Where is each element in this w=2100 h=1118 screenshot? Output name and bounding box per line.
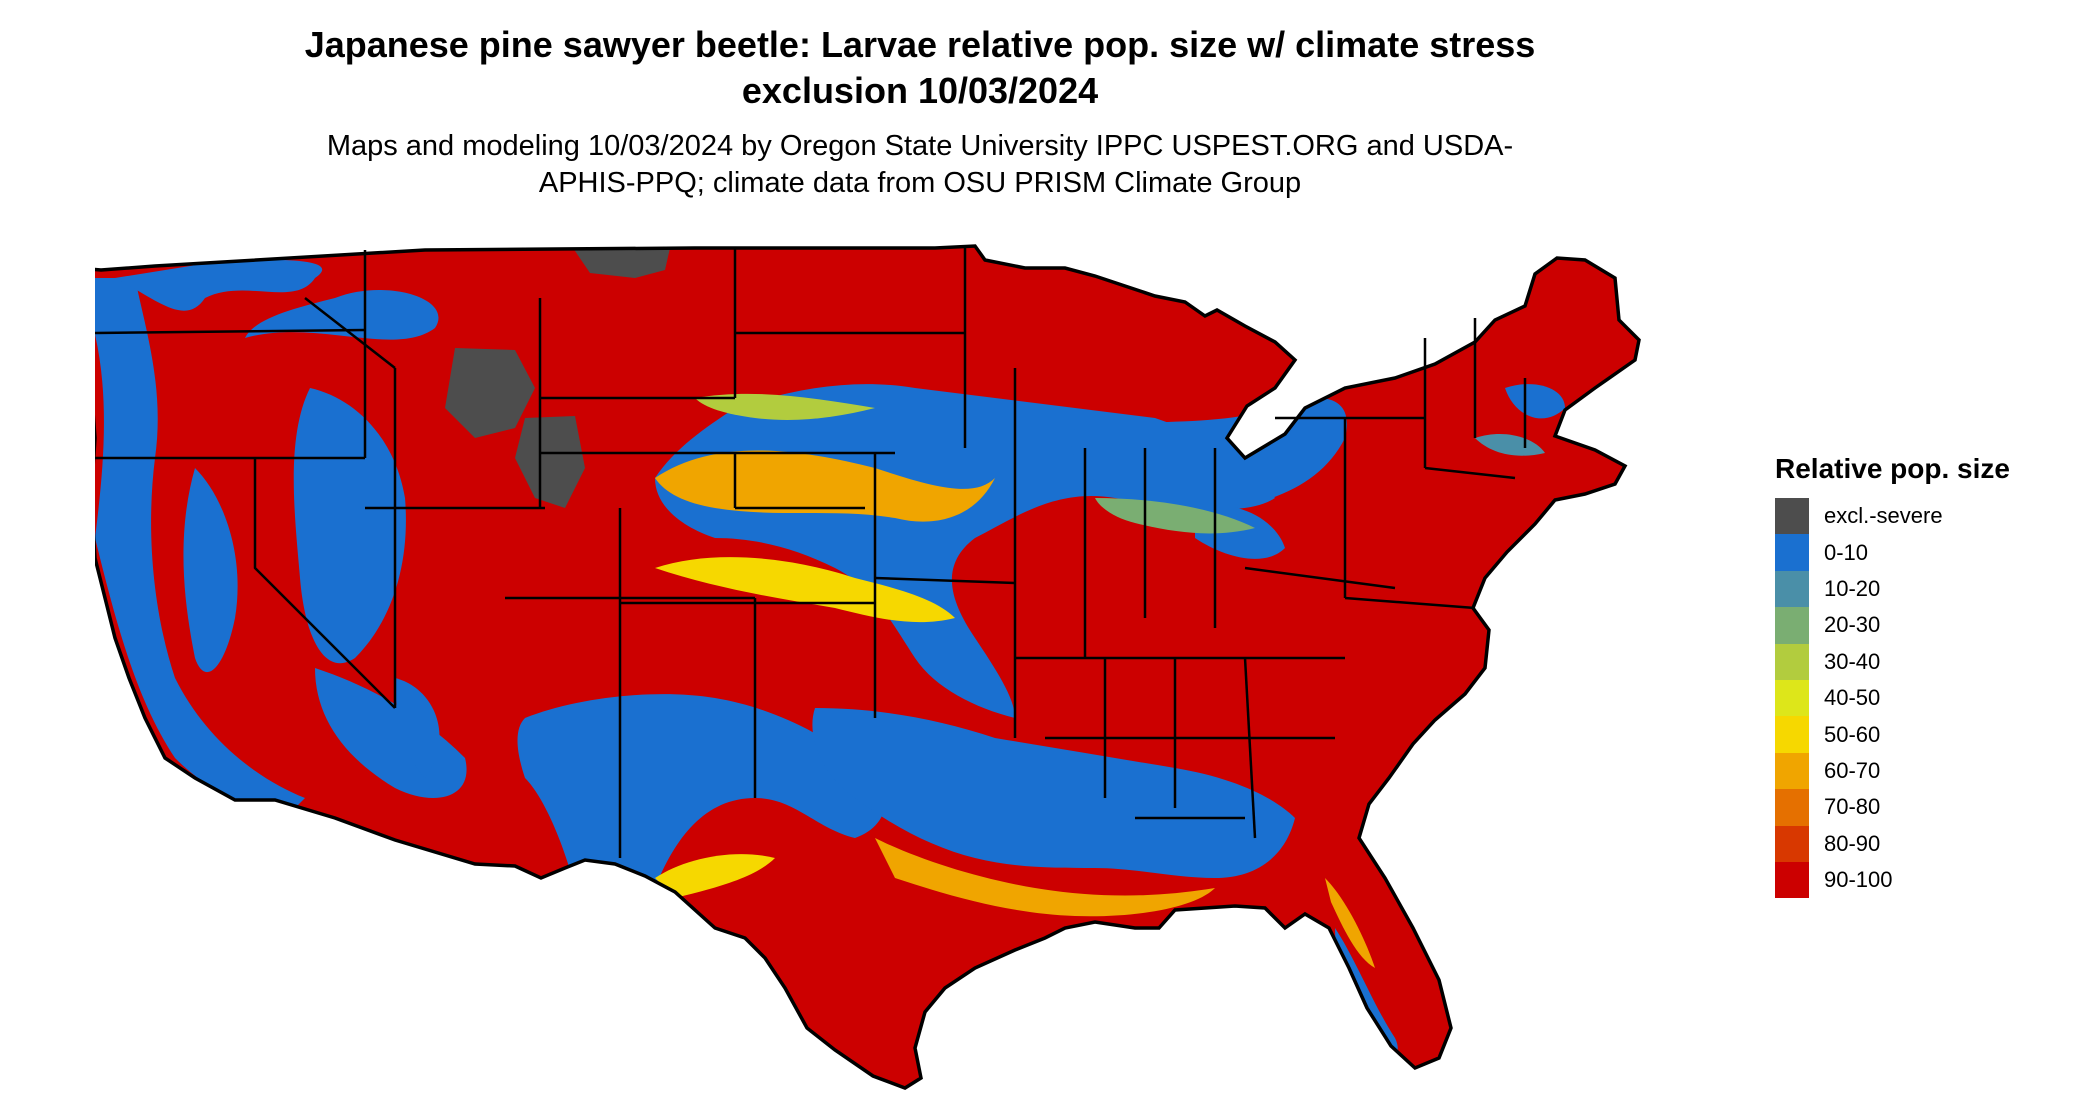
legend-label: 10-20 xyxy=(1824,575,1881,601)
low-pop-northwest xyxy=(115,259,323,311)
mid-pop-band-new-england xyxy=(1475,433,1545,456)
mid-pop-band-florida xyxy=(1325,878,1375,968)
mid-pop-band-kansas xyxy=(655,557,955,623)
excluded-north-dakota xyxy=(573,248,670,278)
legend-item-70-80: 70-80 xyxy=(1775,789,2075,826)
legend-item-excl-severe: excl.-severe xyxy=(1775,498,2075,535)
legend-swatch xyxy=(1775,607,1809,644)
legend-label: 20-30 xyxy=(1824,612,1881,638)
low-pop-florida xyxy=(1335,928,1398,1059)
legend-label: 0-10 xyxy=(1824,539,1869,565)
state-boundaries xyxy=(95,248,1527,858)
excluded-wyoming xyxy=(445,348,535,438)
legend: Relative pop. size excl.-severe 0-10 10-… xyxy=(1775,452,2075,899)
low-pop-nm xyxy=(395,678,440,778)
legend-swatch xyxy=(1775,534,1809,571)
state-boundary-line xyxy=(1243,657,1257,839)
mid-pop-band-gulf xyxy=(875,838,1215,917)
legend-swatch xyxy=(1775,498,1809,535)
legend-item-80-90: 80-90 xyxy=(1775,825,2075,862)
map-title: Japanese pine sawyer beetle: Larvae rela… xyxy=(304,24,1536,111)
legend-label: 50-60 xyxy=(1824,721,1881,747)
state-boundary-line xyxy=(1344,596,1476,610)
legend-items: excl.-severe 0-10 10-20 20-30 30-40 40-5… xyxy=(1775,498,2075,899)
mid-pop-band-plains-north xyxy=(655,450,995,522)
state-boundary-line xyxy=(1244,566,1396,590)
legend-label: 70-80 xyxy=(1824,794,1881,820)
legend-item-10-20: 10-20 xyxy=(1775,570,2075,608)
legend-label: 30-40 xyxy=(1824,648,1881,674)
low-pop-southeast xyxy=(812,708,1295,878)
legend-swatch xyxy=(1775,752,1809,790)
low-pop-pacific-coast xyxy=(95,278,305,818)
legend-label: 90-100 xyxy=(1824,867,1893,893)
legend-item-40-50: 40-50 xyxy=(1775,679,2075,717)
legend-label: excl.-severe xyxy=(1824,503,1943,529)
legend-swatch xyxy=(1775,789,1809,826)
legend-item-0-10: 0-10 xyxy=(1775,534,2075,571)
state-boundary-line xyxy=(1424,466,1516,480)
low-pop-northeast xyxy=(1505,384,1565,419)
legend-swatch xyxy=(1775,643,1809,680)
legend-swatch xyxy=(1775,716,1809,753)
legend-label: 40-50 xyxy=(1824,685,1881,711)
legend-item-20-30: 20-30 xyxy=(1775,607,2075,644)
low-pop-idaho xyxy=(245,289,439,340)
us-population-map xyxy=(95,238,1745,1118)
legend-swatch xyxy=(1775,570,1809,608)
legend-swatch xyxy=(1775,825,1809,862)
state-boundary-line xyxy=(95,328,366,335)
state-boundary-line xyxy=(304,297,396,369)
low-pop-nevada xyxy=(183,468,238,673)
mid-pop-band-nebraska xyxy=(695,393,875,420)
state-boundary-line xyxy=(253,458,396,709)
legend-label: 60-70 xyxy=(1824,757,1881,783)
excluded-colorado xyxy=(515,416,585,508)
legend-item-50-60: 50-60 xyxy=(1775,716,2075,753)
legend-title: Relative pop. size xyxy=(1775,453,2010,484)
legend-swatch xyxy=(1775,679,1809,717)
state-boundary-line xyxy=(874,576,1016,585)
legend-swatch xyxy=(1775,861,1809,899)
map-subtitle: Maps and modeling 10/03/2024 by Oregon S… xyxy=(326,130,1514,199)
legend-item-90-100: 90-100 xyxy=(1775,861,2075,899)
legend-label: 80-90 xyxy=(1824,830,1881,856)
legend-item-60-70: 60-70 xyxy=(1775,752,2075,790)
legend-item-30-40: 30-40 xyxy=(1775,643,2075,680)
mid-pop-band-texas xyxy=(655,854,775,898)
